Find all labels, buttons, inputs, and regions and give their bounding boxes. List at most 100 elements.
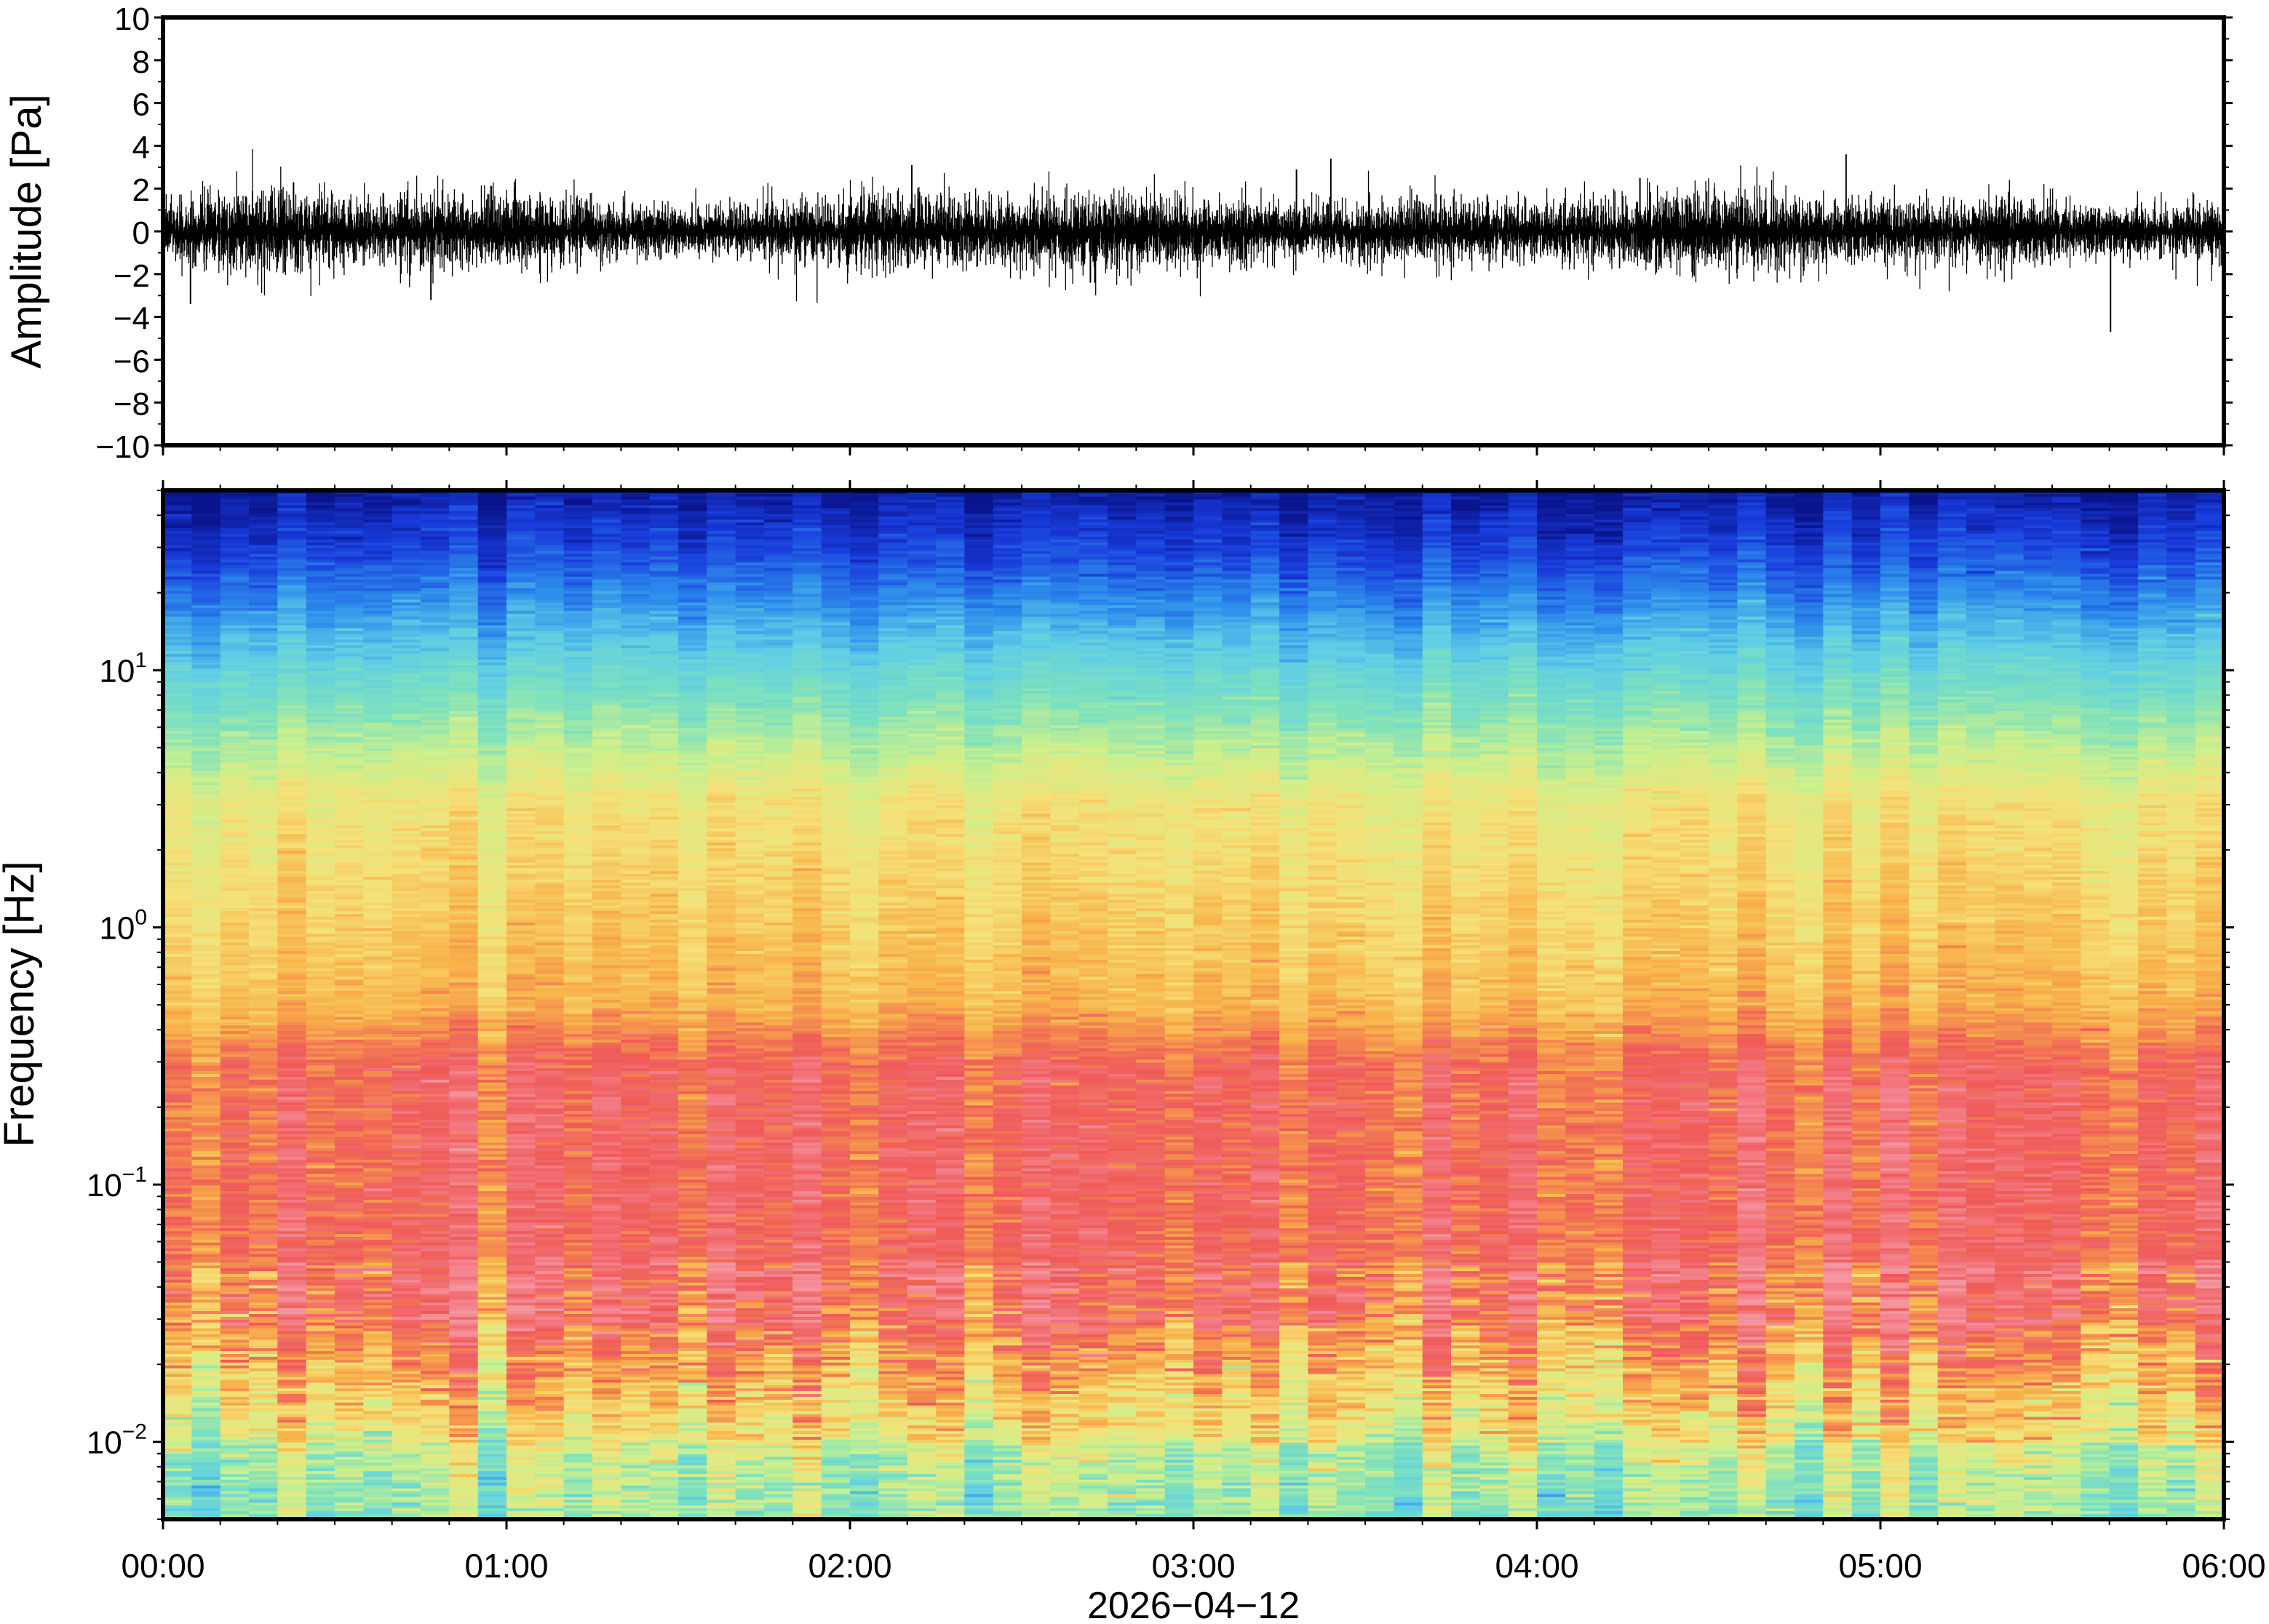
spectrogram-cell bbox=[2110, 1505, 2139, 1508]
spectrogram-cell bbox=[220, 1350, 250, 1354]
spectrogram-cell bbox=[621, 1390, 650, 1394]
spectrogram-cell bbox=[1795, 1465, 1824, 1468]
spectrogram-cell bbox=[1709, 1342, 1738, 1346]
spectrogram-cell bbox=[335, 1494, 364, 1497]
spectrogram-cell bbox=[1565, 1382, 1594, 1386]
spectrogram-cell bbox=[1852, 1485, 1881, 1489]
spectrogram-cell bbox=[792, 1362, 822, 1366]
spectrogram-cell bbox=[2081, 1454, 2110, 1457]
spectrogram-cell bbox=[1509, 1505, 1538, 1508]
spectrogram-cell bbox=[1795, 1473, 1824, 1477]
spectrogram-cell bbox=[1136, 1442, 1165, 1446]
spectrogram-cell bbox=[1766, 1350, 1795, 1354]
spectrogram-cell bbox=[1594, 1473, 1624, 1477]
spectrogram-cell bbox=[650, 1402, 679, 1406]
spectrogram-cell bbox=[363, 1414, 392, 1417]
spectrogram-cell bbox=[678, 1350, 707, 1354]
spectrogram-cell bbox=[1880, 1350, 1910, 1354]
spectrogram-cell bbox=[1995, 1454, 2024, 1457]
spectrogram-cell bbox=[2052, 1362, 2081, 1366]
spectrogram-cell bbox=[449, 1422, 478, 1426]
spectrogram-cell bbox=[1165, 1442, 1194, 1446]
spectrogram-cell bbox=[1594, 1342, 1624, 1346]
spectrogram-cell bbox=[1279, 1331, 1308, 1334]
spectrogram-cell bbox=[1565, 1371, 1594, 1374]
spectrogram-cell bbox=[1880, 1442, 1910, 1446]
spectrogram-cell bbox=[478, 1485, 507, 1489]
spectrogram-cell bbox=[1079, 1371, 1108, 1374]
spectrogram-cell bbox=[1623, 1433, 1652, 1437]
spectrogram-cell bbox=[964, 1442, 993, 1446]
spectrogram-cell bbox=[1966, 1465, 1995, 1468]
spectrogram-cell bbox=[1651, 1414, 1680, 1417]
spectrogram-cell bbox=[335, 1362, 364, 1366]
spectrogram-cell bbox=[1537, 1485, 1566, 1489]
spectrogram-cell bbox=[792, 1442, 822, 1446]
spectrogram-cell bbox=[1050, 1362, 1079, 1366]
spectrogram-cell bbox=[907, 1422, 937, 1426]
spectrogram-cell bbox=[191, 1402, 220, 1406]
spectrogram-cell bbox=[1565, 1454, 1594, 1457]
spectrogram-cell bbox=[1623, 1362, 1652, 1366]
spectrogram-cell bbox=[1279, 1485, 1308, 1489]
spectrogram-cell bbox=[2138, 1331, 2167, 1334]
spectrogram-cell bbox=[936, 1442, 965, 1446]
spectrogram-cell bbox=[335, 1422, 364, 1426]
spectrogram-cell bbox=[1766, 1465, 1795, 1468]
spectrogram-cell bbox=[335, 1433, 364, 1437]
spectrogram-cell bbox=[1594, 1465, 1624, 1468]
spectrogram-cell bbox=[878, 1494, 907, 1497]
spectrogram-cell bbox=[363, 1442, 392, 1446]
spectrogram-cell bbox=[2052, 1371, 2081, 1374]
spectrogram-cell bbox=[792, 1465, 822, 1468]
spectrogram-cell bbox=[1737, 1454, 1766, 1457]
spectrogram-cell bbox=[392, 1485, 421, 1489]
spectrogram-cell bbox=[1222, 1454, 1251, 1457]
spectrogram-cell bbox=[650, 1342, 679, 1346]
spectrogram-cell bbox=[1995, 1382, 2024, 1386]
spectrogram-cell bbox=[1050, 1485, 1079, 1489]
spectrogram-cell bbox=[249, 1414, 278, 1417]
spectrogram-cell bbox=[506, 1473, 536, 1477]
spectrogram-cell bbox=[1222, 1371, 1251, 1374]
spectrogram-cell bbox=[277, 1442, 306, 1446]
spectrogram-cell bbox=[621, 1362, 650, 1366]
spectrogram-cell bbox=[678, 1382, 707, 1386]
spectrogram-cell bbox=[249, 1485, 278, 1489]
spectrogram-cell bbox=[1423, 1350, 1452, 1354]
spectrogram-cell bbox=[306, 1371, 335, 1374]
spectrogram-cell bbox=[1823, 1473, 1852, 1477]
spectrogram-cell bbox=[1479, 1342, 1509, 1346]
spectrogram-cell bbox=[2196, 1331, 2225, 1334]
spectrogram-cell bbox=[764, 1485, 793, 1489]
spectrogram-cell bbox=[1193, 1342, 1223, 1346]
spectrogram-cell bbox=[1737, 1382, 1766, 1386]
spectrogram-cell bbox=[2024, 1494, 2053, 1497]
amplitude-y-tick-label: −6 bbox=[114, 343, 150, 379]
spectrogram-cell bbox=[1995, 1390, 2024, 1394]
spectrogram-cell bbox=[878, 1402, 907, 1406]
spectrogram-cell bbox=[306, 1362, 335, 1366]
spectrogram-cell bbox=[1165, 1485, 1194, 1489]
spectrogram-cell bbox=[335, 1454, 364, 1457]
spectrogram-cell bbox=[1337, 1422, 1366, 1426]
spectrogram-cell bbox=[1909, 1350, 1938, 1354]
spectrogram-cell bbox=[220, 1422, 250, 1426]
spectrogram-cell bbox=[1394, 1465, 1423, 1468]
spectrogram-cell bbox=[249, 1350, 278, 1354]
spectrogram-cell bbox=[1938, 1402, 1967, 1406]
spectrogram-cell bbox=[1537, 1433, 1566, 1437]
spectrogram-cell bbox=[1394, 1350, 1423, 1354]
spectrogram-cell bbox=[363, 1485, 392, 1489]
spectrogram-cell bbox=[478, 1342, 507, 1346]
spectrogram-cell bbox=[1823, 1465, 1852, 1468]
spectrogram-cell bbox=[993, 1350, 1022, 1354]
spectrogram-cell bbox=[936, 1454, 965, 1457]
spectrogram-cell bbox=[1451, 1422, 1480, 1426]
spectrogram-cell bbox=[1423, 1382, 1452, 1386]
spectrogram-cell bbox=[478, 1390, 507, 1394]
spectrogram-cell bbox=[249, 1454, 278, 1457]
spectrogram-cell bbox=[1938, 1382, 1967, 1386]
spectrogram-cell bbox=[1852, 1362, 1881, 1366]
spectrogram-cell bbox=[878, 1371, 907, 1374]
